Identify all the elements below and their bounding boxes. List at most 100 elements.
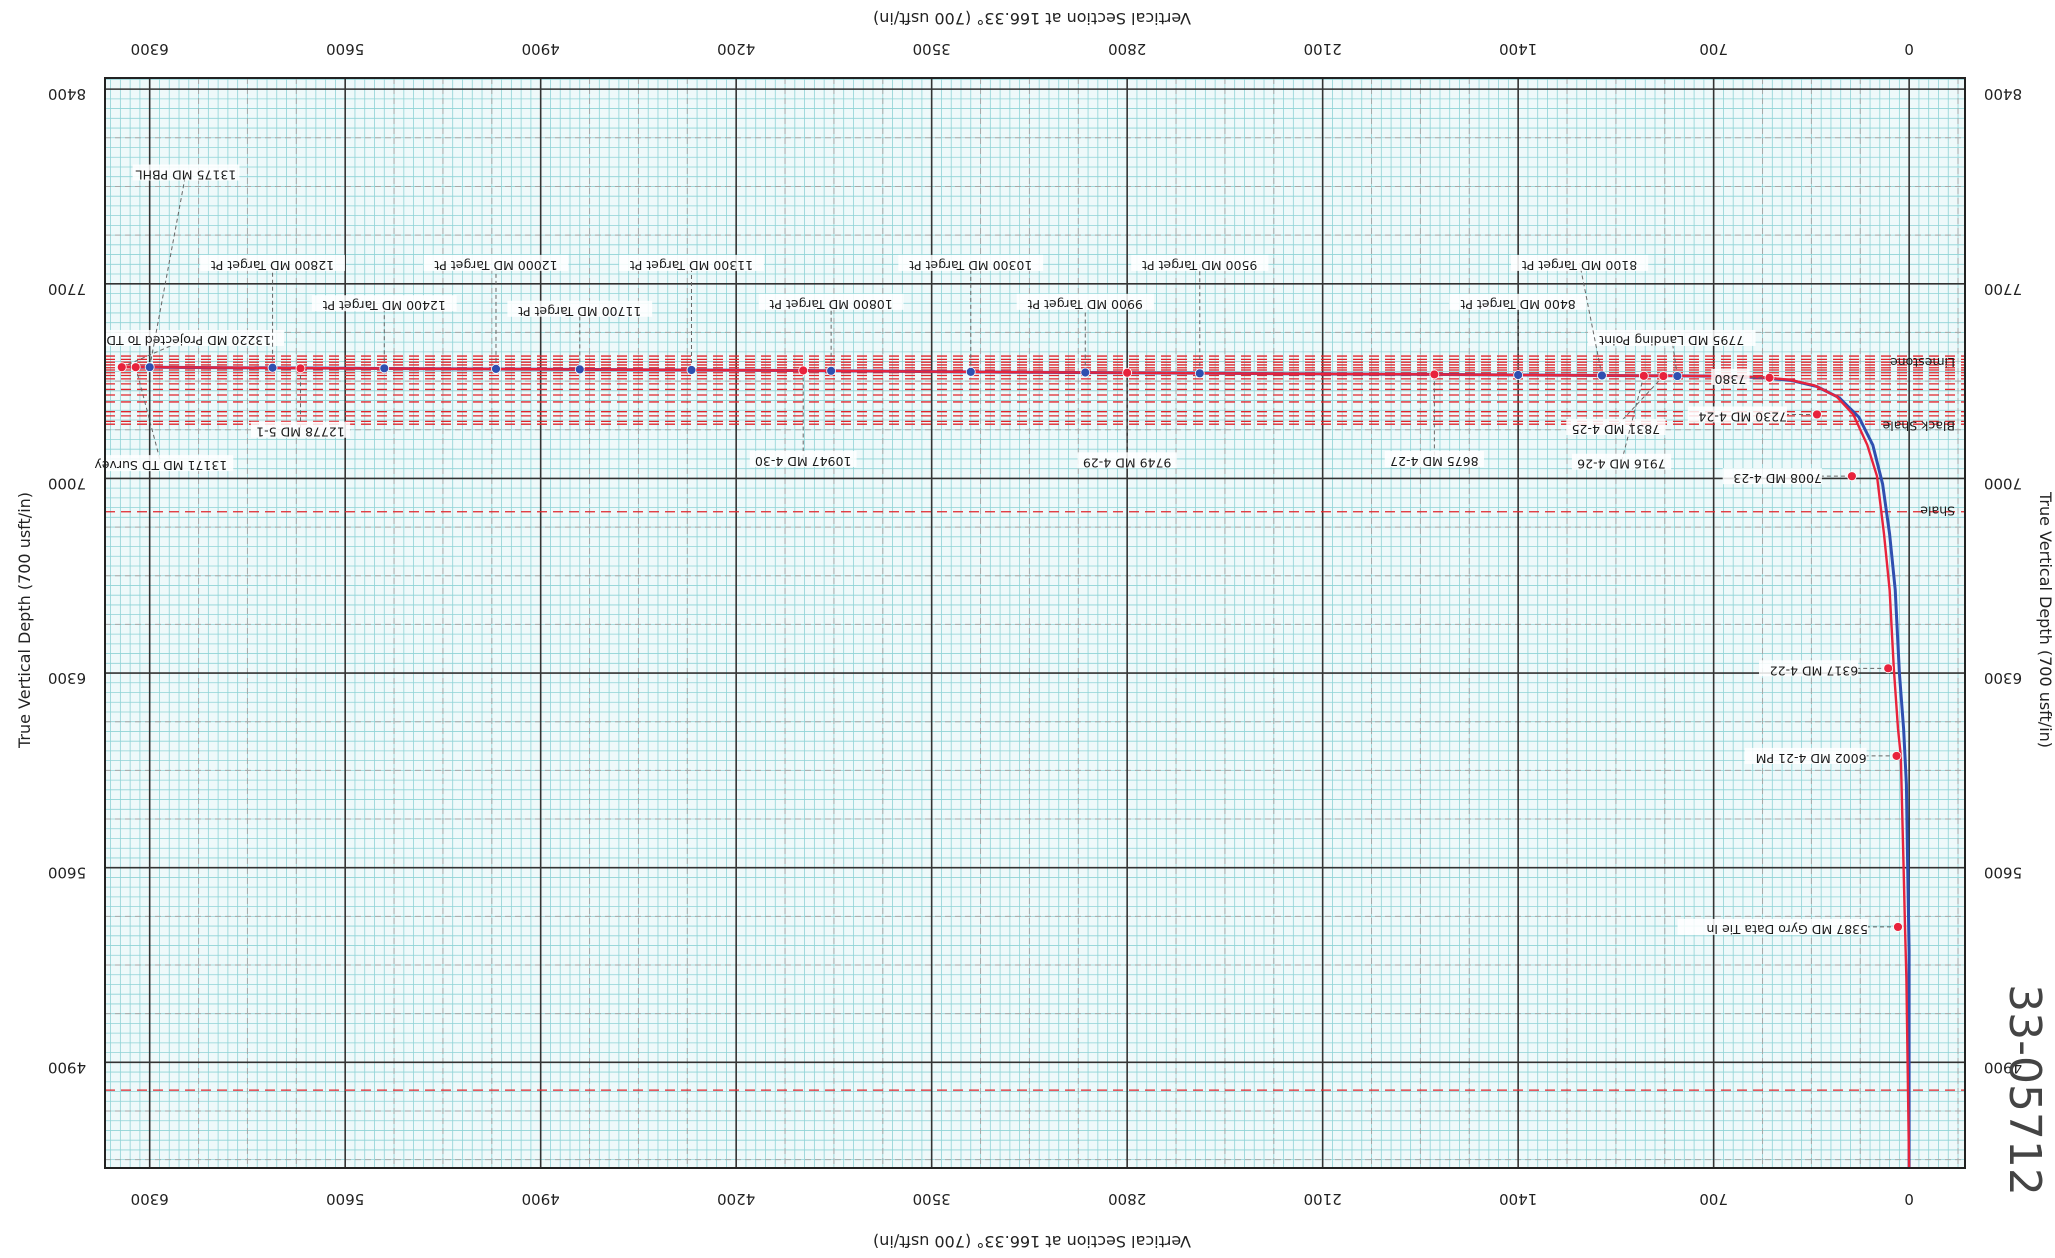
- annotation-leader: [1579, 262, 1603, 376]
- survey-point-marker: [1597, 370, 1607, 381]
- annotation-label: 12400 MD Target Pt: [323, 298, 446, 313]
- survey-point-marker: [1638, 370, 1649, 381]
- y-tick-label-right: 4900: [1984, 1058, 2022, 1076]
- annotation-bg: [1587, 329, 1756, 346]
- x-axis-label-bottom: Vertical Section at 166.33° (700 usft/in…: [873, 1232, 1191, 1251]
- annotation-bg: [1722, 468, 1822, 485]
- survey-point-marker: [1122, 367, 1133, 378]
- annotation-bg: [1510, 254, 1649, 271]
- x-tick-label-top: 1400: [1499, 40, 1537, 58]
- annotation-leader: [121, 337, 189, 368]
- formation-label: Limestone: [1890, 355, 1955, 370]
- survey-point-marker: [1764, 372, 1775, 383]
- survey-point-marker: [1812, 409, 1822, 420]
- y-tick-label-left: 5600: [48, 864, 86, 882]
- annotation-leader: [149, 172, 187, 368]
- plot-area: 5387 MD Gyro Data Tie In 6002 MD 4-21 PM 6…: [88, 78, 1965, 1169]
- annotation-label: 11300 MD Target Pt: [630, 258, 753, 273]
- annotation-label: 6317 MD 4-22: [1770, 663, 1859, 678]
- annotation-bg: [1016, 293, 1154, 310]
- annotation-label: 7230 MD 4-24: [1698, 409, 1787, 424]
- annotation-bg: [1449, 293, 1587, 310]
- annotation-bg: [88, 455, 234, 472]
- annotation-bg: [1571, 453, 1672, 470]
- y-axis-label-left: True Vertical Depth (700 usft/in): [15, 492, 34, 749]
- x-tick-label-top: 5600: [326, 40, 364, 58]
- annotation-bg: [1131, 254, 1269, 271]
- survey-point-marker: [144, 362, 155, 373]
- x-tick-label-bottom: 2800: [1108, 1190, 1146, 1208]
- x-tick-label-top: 3500: [913, 40, 951, 58]
- annotation-label: 10947 MD 4-30: [755, 454, 852, 469]
- x-axis-label-top: Vertical Section at 166.33° (700 usft/in…: [873, 9, 1191, 28]
- survey-point-marker: [267, 362, 278, 373]
- survey-point-marker: [1672, 371, 1683, 381]
- x-tick-label-bottom: 4200: [717, 1190, 755, 1208]
- annotation-bg: [311, 295, 457, 312]
- x-tick-label-bottom: 5600: [326, 1190, 364, 1208]
- annotation-bg: [1384, 450, 1484, 467]
- annotation-bg: [898, 254, 1044, 271]
- survey-point-marker: [686, 365, 697, 375]
- annotation-bg: [1566, 418, 1666, 435]
- annotation-bg: [1711, 368, 1750, 385]
- y-tick-label-right: 7000: [1984, 474, 2022, 492]
- handwritten-note: 33-05712: [1999, 984, 2050, 1196]
- annotation-label: 6002 MD 4-21 PM: [1756, 751, 1867, 766]
- x-tick-label-bottom: 1400: [1499, 1190, 1537, 1208]
- y-tick-label-right: 6300: [1984, 669, 2022, 687]
- annotation-label: 13171 MD TD Survey: [94, 458, 227, 473]
- annotation-bg: [749, 450, 857, 467]
- annotation-label: 10800 MD Target Pt: [769, 297, 892, 312]
- survey-point-marker: [130, 362, 141, 373]
- x-tick-label-top: 0: [1904, 40, 1914, 58]
- y-tick-label-left: 4900: [48, 1058, 86, 1076]
- annotation-label: 9900 MD Target Pt: [1028, 297, 1143, 312]
- annotation-bg: [1758, 660, 1859, 677]
- annotation-label: 7916 MD 4-26: [1577, 457, 1666, 472]
- y-tick-label-left: 8400: [48, 85, 86, 103]
- y-tick-label-left: 6300: [48, 669, 86, 687]
- survey-point-marker: [379, 363, 390, 374]
- annotation-label: 7795 MD Landing Point: [1599, 333, 1744, 348]
- x-tick-label-bottom: 2100: [1304, 1190, 1342, 1208]
- x-tick-label-bottom: 3500: [913, 1190, 951, 1208]
- annotation-label: 5387 MD Gyro Data Tie In: [1706, 922, 1868, 937]
- x-tick-label-top: 700: [1699, 40, 1728, 58]
- formation-label: Shale: [1920, 503, 1955, 518]
- x-tick-label-top: 4200: [717, 40, 755, 58]
- annotation-label: 13175 MD PBHL: [136, 168, 237, 183]
- survey-point-marker: [116, 362, 127, 373]
- survey-point-marker: [1891, 751, 1902, 761]
- minor-grid: [105, 78, 1965, 1168]
- x-tick-label-bottom: 0: [1904, 1190, 1914, 1208]
- survey-point-marker: [1846, 471, 1857, 482]
- survey-point-marker: [1429, 369, 1440, 380]
- annotation-bg: [423, 254, 569, 271]
- annotation-label: 12000 MD Target Pt: [434, 258, 557, 273]
- y-tick-label-left: 7700: [48, 280, 86, 298]
- annotation-bg: [1077, 452, 1177, 469]
- x-tick-label-top: 2800: [1108, 40, 1146, 58]
- annotation-bg: [1687, 406, 1787, 423]
- annotation-bg: [200, 254, 345, 271]
- y-tick-label-right: 5600: [1984, 864, 2022, 882]
- annotations: 5387 MD Gyro Data Tie In 6002 MD 4-21 PM 6…: [88, 164, 1903, 937]
- survey-point-marker: [1194, 368, 1205, 379]
- survey-point-marker: [1080, 367, 1091, 378]
- survey-point-marker: [965, 367, 976, 377]
- formation-lines: [105, 355, 1965, 1091]
- axes: 6300 6300 5600 5600 4900 4900 4200 4200 3500 3500…: [48, 40, 2022, 1208]
- annotation-bg: [507, 300, 653, 317]
- x-tick-label-bottom: 4900: [522, 1190, 560, 1208]
- annotation-label: 8400 MD Target Pt: [1460, 297, 1575, 312]
- survey-point-marker: [1893, 922, 1903, 932]
- formation-label: Black Shale: [1882, 419, 1955, 434]
- x-tick-label-bottom: 700: [1699, 1190, 1728, 1208]
- x-tick-label-top: 2100: [1304, 40, 1342, 58]
- labels: Vertical Section at 166.33° (700 usft/in…: [15, 9, 2055, 1251]
- annotation-leader: [135, 367, 162, 464]
- annotation-bg: [758, 293, 904, 310]
- annotation-label: 7008 MD 4-23: [1733, 471, 1822, 486]
- survey-point-marker: [1513, 370, 1524, 380]
